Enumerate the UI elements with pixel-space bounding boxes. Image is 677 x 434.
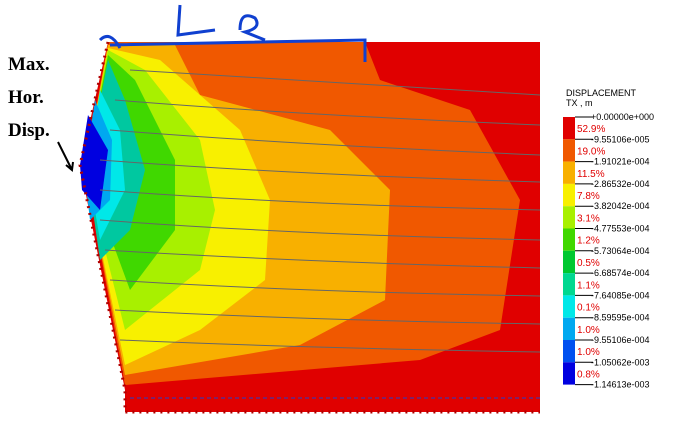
legend-bound: -1.91021e-004 [591,157,650,167]
legend-percent: 1.0% [577,325,600,336]
legend-percent: 1.0% [577,347,600,358]
arrow [57,141,74,172]
legend-bound: -7.64085e-004 [591,290,650,300]
legend-swatch [563,228,575,251]
legend-title: DISPLACEMENT [566,88,637,98]
annotation: Hor. [8,87,44,108]
legend-subtitle: TX , m [566,98,593,108]
anchor-line [99,219,541,241]
anchor-line [104,249,541,269]
legend-bound: -8.59595e-004 [591,313,650,323]
legend-bound: +0.00000e+000 [591,112,654,122]
legend-swatch [563,295,575,318]
legend-percent: 1.1% [577,280,600,291]
legend-swatch [563,139,575,162]
legend-bound: -2.86532e-004 [591,179,650,189]
anchor-line [109,129,541,156]
legend-percent: 0.8% [577,369,600,380]
legend-swatch [563,317,575,340]
anchor-line [119,339,541,353]
legend-swatch [563,250,575,274]
legend-swatch [563,117,575,140]
legend-percent: 11.5% [577,169,605,180]
legend-bound: -3.82042e-004 [591,201,650,211]
legend-percent: 3.1% [577,213,600,224]
legend-percent: 0.1% [577,303,600,314]
legend-bound: -1.05062e-003 [591,357,650,367]
legend-swatch [563,161,575,184]
legend-percent: 19.0% [577,146,605,157]
legend-percent: 1.2% [577,236,600,247]
legend-bound: -6.68574e-004 [591,268,650,278]
anchor-line [109,279,541,297]
anchors [99,69,541,399]
legend-bound: -4.77553e-004 [591,224,650,234]
legend-bound: -9.55106e-004 [591,335,650,345]
handwriting [98,4,367,62]
anchor-line [129,69,541,96]
legend-swatch [563,206,575,229]
legend-swatch [563,362,575,385]
anchor-line [99,189,541,211]
boundary-dots [78,41,540,414]
legend-swatch [563,183,575,207]
legend-percent: 7.8% [577,191,600,202]
anchor-line [114,99,541,126]
anchor-line [99,159,541,183]
legend: 52.9% 19.0% 11.5% 7.8% 3.1% 1.2% 0.5% 1.1% 0.1% 1… [563,112,654,390]
legend-bound: -5.73064e-004 [591,246,650,256]
legend-bound: -9.55106e-005 [591,134,650,144]
legend-swatch [563,340,575,363]
legend-swatch [563,273,575,296]
anchor-line [114,309,541,325]
legend-bound: -1.14613e-003 [591,380,650,390]
legend-percent: 52.9% [577,124,605,135]
contour-plot [78,4,541,414]
annotation: Max. [8,54,50,75]
annotation: Disp. [8,120,50,141]
legend-percent: 0.5% [577,258,600,269]
